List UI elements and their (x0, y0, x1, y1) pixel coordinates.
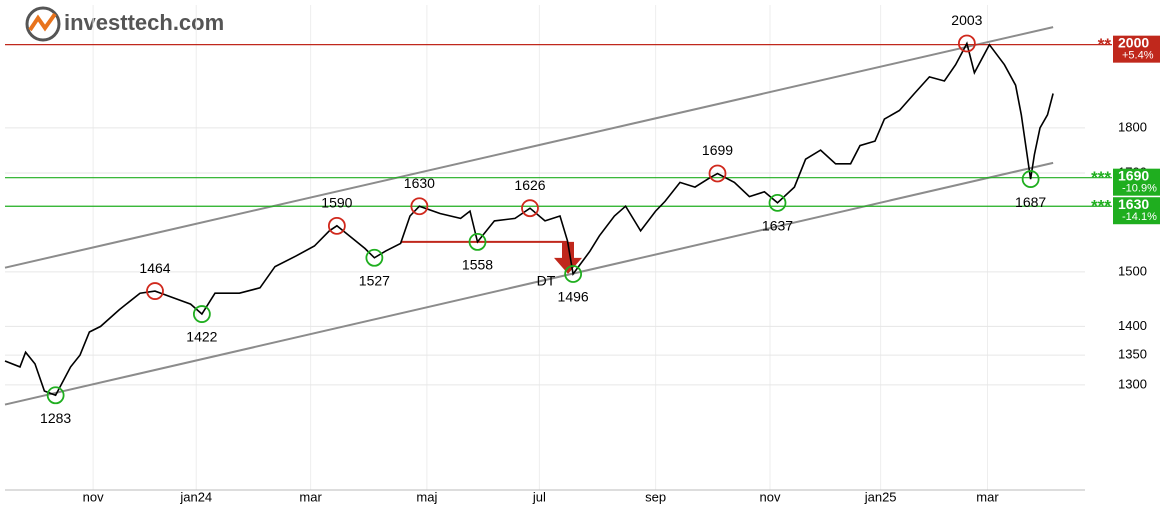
level-change: -10.9% (1122, 183, 1157, 195)
y-tick-label: 1350 (1118, 347, 1147, 362)
pivot-circle (708, 164, 727, 183)
signal-label: DT (537, 273, 556, 289)
level-stars: *** (1091, 197, 1111, 216)
x-tick-label: jan25 (864, 489, 897, 504)
y-tick-label: 1500 (1118, 263, 1147, 278)
x-tick-label: nov (760, 489, 781, 504)
level-change: +5.4% (1122, 50, 1154, 62)
level-value: 1630 (1118, 196, 1149, 212)
x-tick-label: maj (416, 489, 437, 504)
brand: investtech.com (64, 10, 224, 35)
pivot-circle (327, 216, 346, 235)
pivot-label: 1699 (702, 142, 733, 158)
pivot-label: 1496 (558, 289, 589, 305)
pivot-label: 1464 (139, 260, 170, 276)
price-line (4, 41, 1054, 397)
pivot-circle (192, 305, 211, 323)
pivot-circle (468, 233, 487, 251)
pivot-circle (146, 282, 164, 300)
x-tick-label: jan24 (179, 489, 212, 504)
pivot-label: 1637 (762, 218, 793, 234)
x-tick-label: mar (976, 489, 999, 504)
pivot-label: 1283 (40, 410, 71, 426)
level-value: 2000 (1118, 34, 1149, 50)
logo: investtech.com (25, 6, 224, 42)
logo-ring (25, 6, 61, 42)
pivot-circle (768, 193, 787, 212)
x-tick-label: sep (645, 489, 666, 504)
pivot-label: 1590 (321, 195, 352, 211)
level-box (1113, 197, 1160, 225)
pivot-label: 1527 (359, 272, 390, 288)
pivot-label: 1687 (1015, 194, 1046, 210)
pivot-circle (1021, 170, 1040, 188)
trend-line (4, 161, 1054, 406)
x-tick-label: mar (299, 489, 322, 504)
x-tick-label: nov (83, 489, 104, 504)
x-tick-label: jul (532, 489, 546, 504)
pivot-label: 1422 (186, 329, 217, 345)
y-tick-label: 1300 (1118, 376, 1147, 391)
pivot-circle (564, 265, 583, 283)
trend-line (4, 26, 1054, 269)
pivot-label: 1558 (462, 257, 493, 273)
pivot-circle (410, 197, 429, 216)
pivot-circle (365, 248, 384, 267)
pivot-label: 1630 (404, 175, 435, 191)
level-stars: *** (1091, 168, 1111, 187)
level-stars: ** (1098, 35, 1112, 54)
y-tick-label: 1400 (1118, 318, 1147, 333)
pivot-circle (521, 199, 539, 218)
level-change: -14.1% (1122, 211, 1157, 223)
pivot-label: 2003 (951, 12, 982, 28)
y-tick-label: 1800 (1118, 119, 1147, 134)
level-box (1113, 168, 1160, 196)
pivot-label: 1626 (514, 177, 545, 193)
pivot-circle (46, 386, 65, 405)
logo-zigzag (28, 12, 57, 32)
level-box (1113, 35, 1160, 63)
pivot-circle (957, 34, 976, 53)
level-value: 1690 (1118, 167, 1149, 183)
